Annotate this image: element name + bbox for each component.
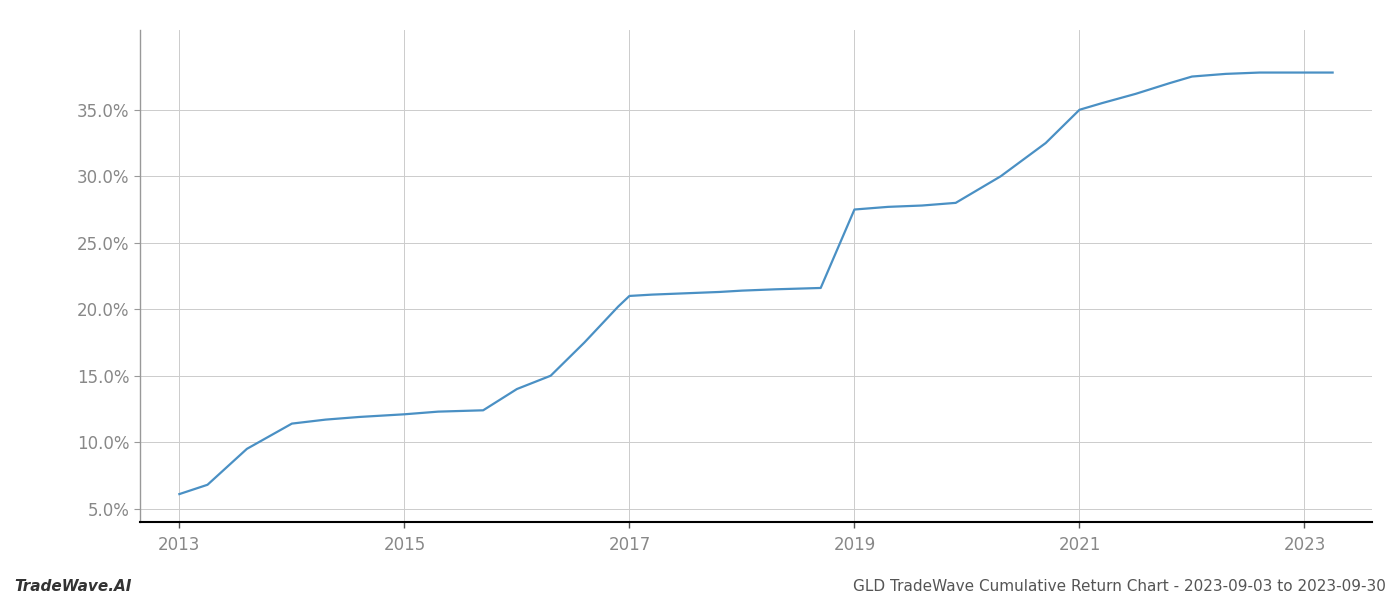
Text: GLD TradeWave Cumulative Return Chart - 2023-09-03 to 2023-09-30: GLD TradeWave Cumulative Return Chart - …: [853, 579, 1386, 594]
Text: TradeWave.AI: TradeWave.AI: [14, 579, 132, 594]
